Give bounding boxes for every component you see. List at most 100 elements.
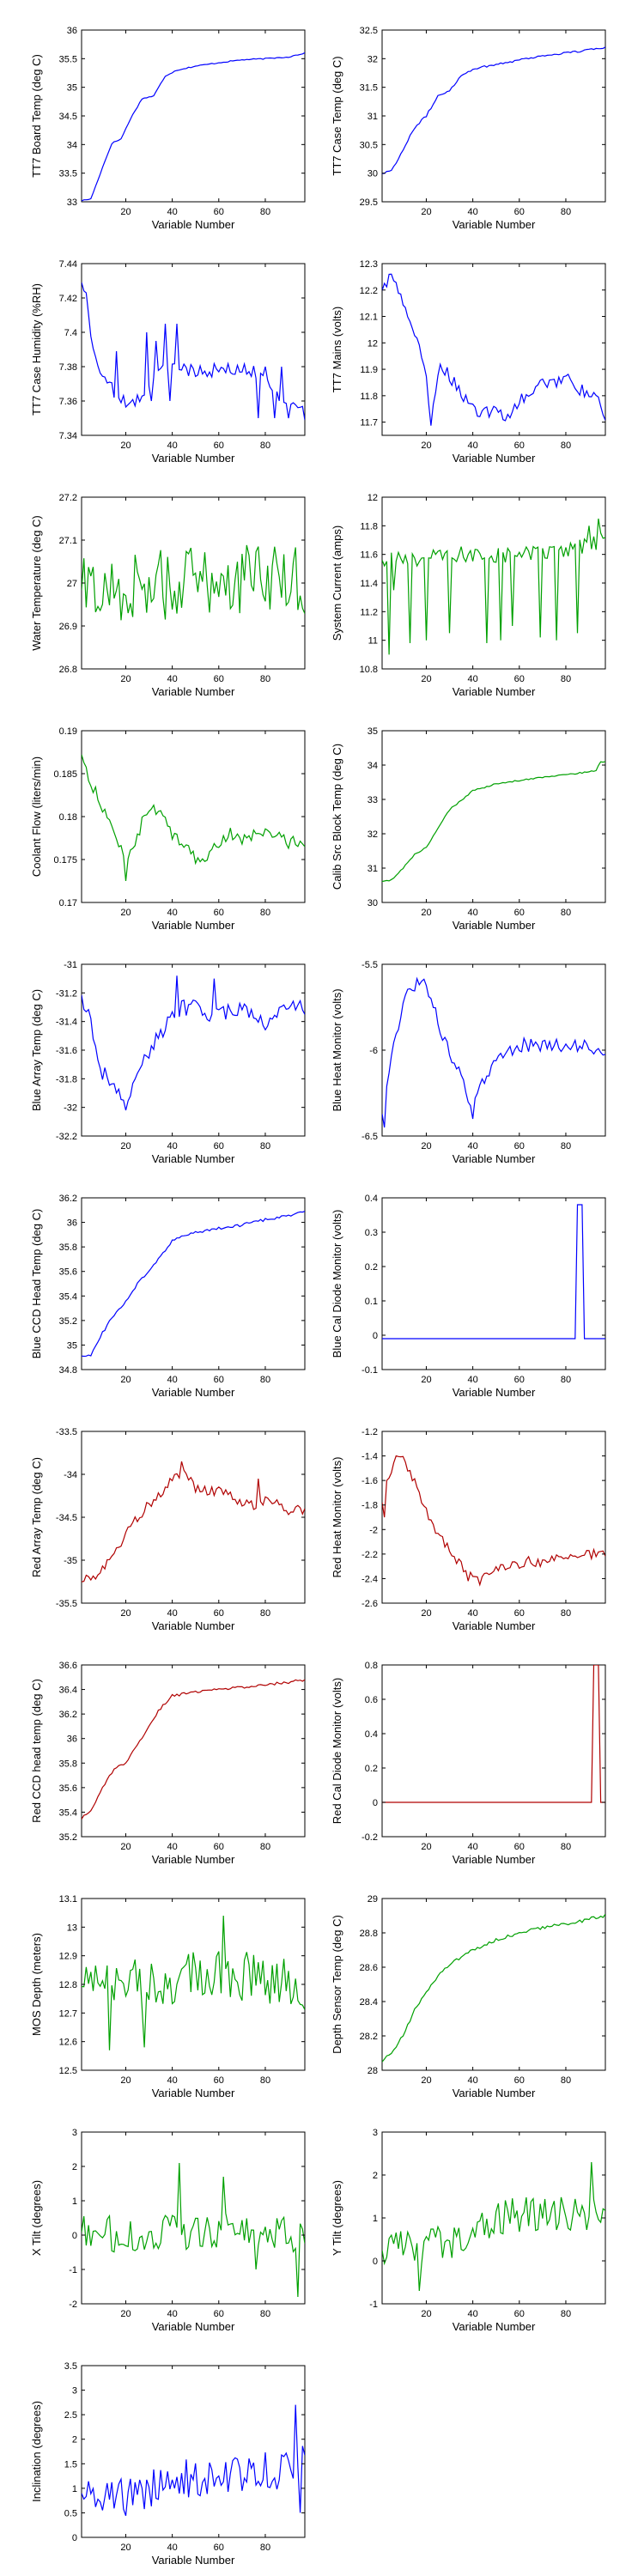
chart-tt7-mains: 20 40 60 80 11.7 11.8 11.9 12 12.1 12.2 12.3 Variab… bbox=[331, 259, 606, 465]
chart-red-heat-monitor-xtick-label: 60 bbox=[514, 1608, 525, 1619]
chart-depth-sensor-temp-xtick-label: 80 bbox=[561, 2075, 571, 2086]
chart-blue-cal-diode-monitor-xtick-label: 40 bbox=[468, 1375, 478, 1385]
chart-blue-cal-diode-monitor-xtick-label: 80 bbox=[561, 1375, 571, 1385]
chart-tt7-case-temp-xlabel: Variable Number bbox=[453, 218, 536, 231]
chart-tt7-mains-frame bbox=[381, 263, 606, 436]
chart-tt7-mains-ytick-label: 11.7 bbox=[360, 418, 378, 428]
chart-mos-depth-ytick-label: 13 bbox=[67, 1923, 77, 1933]
chart-depth-sensor-temp-xtick-label: 60 bbox=[514, 2075, 525, 2086]
chart-tt7-case-temp-ytick-label: 29.5 bbox=[360, 197, 378, 208]
chart-water-temperature-series-line bbox=[82, 544, 305, 621]
chart-tt7-board-temp-ytick-label: 33 bbox=[67, 197, 77, 208]
chart-water-temperature-xtick-label: 80 bbox=[260, 674, 270, 684]
chart-x-tilt-ytick-label: 3 bbox=[72, 2128, 77, 2138]
chart-red-array-temp-ytick-label: -33.5 bbox=[56, 1427, 77, 1437]
chart-tt7-board-temp-xtick-label: 20 bbox=[120, 207, 131, 217]
chart-tt7-mains-ytick-label: 12.3 bbox=[360, 259, 378, 270]
chart-inclination-ytick-label: 2 bbox=[72, 2435, 77, 2445]
chart-blue-array-temp-ylabel: Blue Array Temp (deg C) bbox=[30, 989, 43, 1111]
chart-blue-heat-monitor-xtick-label: 40 bbox=[468, 1141, 478, 1151]
chart-y-tilt-ytick-label: 1 bbox=[373, 2214, 378, 2224]
chart-tt7-case-humidity-frame bbox=[81, 263, 306, 436]
chart-red-array-temp-ytick-label: -34 bbox=[64, 1470, 77, 1480]
chart-depth-sensor-temp-ytick-label: 28 bbox=[368, 2066, 378, 2076]
chart-red-ccd-head-temp-series-line bbox=[82, 1679, 305, 1820]
chart-tt7-case-temp-xtick-label: 40 bbox=[468, 207, 478, 217]
chart-blue-ccd-head-temp-xtick-label: 20 bbox=[120, 1375, 131, 1385]
chart-red-ccd-head-temp-xtick-label: 20 bbox=[120, 1842, 131, 1852]
chart-tt7-case-temp-ytick-label: 30.5 bbox=[360, 140, 378, 150]
chart-system-current-ytick-label: 11 bbox=[368, 636, 378, 647]
chart-calib-src-block-temp: 20 40 60 80 30 31 32 33 34 35 Variable Number Calib… bbox=[331, 726, 606, 932]
chart-blue-array-temp-ytick-label: -31.8 bbox=[56, 1074, 77, 1084]
chart-coolant-flow-xtick-label: 20 bbox=[120, 908, 131, 918]
chart-red-heat-monitor-ytick-label: -2 bbox=[369, 1525, 378, 1535]
chart-y-tilt-xlabel: Variable Number bbox=[453, 2320, 536, 2333]
chart-mos-depth-ytick-label: 12.7 bbox=[59, 2008, 77, 2019]
chart-blue-heat-monitor-ytick-label: -6.5 bbox=[361, 1132, 378, 1142]
chart-blue-heat-monitor-ytick-label: -6 bbox=[369, 1046, 378, 1056]
chart-red-heat-monitor-ylabel: Red Heat Monitor (volts) bbox=[331, 1457, 343, 1578]
chart-mos-depth: 20 40 60 80 12.5 12.6 12.7 12.8 12.9 13 13.1 Variab… bbox=[30, 1894, 306, 2099]
chart-y-tilt-ytick-label: -1 bbox=[369, 2300, 378, 2310]
chart-depth-sensor-temp-ylabel: Depth Sensor Temp (deg C) bbox=[331, 1915, 343, 2054]
chart-tt7-case-humidity-ytick-label: 7.36 bbox=[59, 397, 77, 407]
chart-water-temperature-ytick-label: 26.8 bbox=[59, 665, 77, 675]
chart-tt7-case-temp-ytick-label: 32.5 bbox=[360, 26, 378, 36]
chart-blue-ccd-head-temp-xlabel: Variable Number bbox=[152, 1386, 235, 1399]
chart-blue-array-temp-ytick-label: -32 bbox=[64, 1103, 77, 1114]
chart-blue-array-temp-ytick-label: -31.4 bbox=[56, 1018, 77, 1028]
chart-tt7-mains-xtick-label: 20 bbox=[421, 440, 431, 451]
chart-blue-cal-diode-monitor-frame bbox=[381, 1197, 606, 1370]
chart-y-tilt-xtick-label: 20 bbox=[421, 2309, 431, 2319]
chart-tt7-case-humidity: 20 40 60 80 7.34 7.36 7.38 7.4 7.42 7.44 Variable … bbox=[30, 259, 306, 465]
chart-tt7-case-humidity-ytick-label: 7.42 bbox=[59, 294, 77, 304]
chart-red-heat-monitor-ytick-label: -1.4 bbox=[361, 1452, 378, 1462]
chart-red-heat-monitor-ytick-label: -1.6 bbox=[361, 1476, 378, 1486]
chart-red-cal-diode-monitor-xtick-label: 20 bbox=[421, 1842, 431, 1852]
chart-inclination-ytick-label: 1 bbox=[72, 2484, 77, 2494]
chart-red-heat-monitor-ytick-label: -1.2 bbox=[361, 1427, 378, 1437]
chart-water-temperature-ytick-label: 27 bbox=[67, 579, 77, 589]
chart-blue-array-temp-series-line bbox=[82, 975, 305, 1111]
chart-system-current-xtick-label: 60 bbox=[514, 674, 525, 684]
chart-red-cal-diode-monitor-frame bbox=[381, 1664, 606, 1838]
chart-tt7-case-humidity-xlabel: Variable Number bbox=[152, 452, 235, 465]
chart-inclination-xtick-label: 40 bbox=[167, 2543, 178, 2553]
chart-tt7-case-humidity-xtick-label: 60 bbox=[214, 440, 224, 451]
chart-blue-ccd-head-temp-xtick-label: 60 bbox=[214, 1375, 224, 1385]
chart-coolant-flow-xtick-label: 60 bbox=[214, 908, 224, 918]
chart-water-temperature-ytick-label: 27.1 bbox=[59, 536, 77, 546]
chart-blue-array-temp-ytick-label: -31 bbox=[64, 960, 77, 970]
chart-tt7-board-temp-frame bbox=[81, 29, 306, 203]
chart-y-tilt-xtick-label: 40 bbox=[468, 2309, 478, 2319]
chart-tt7-mains-ytick-label: 12 bbox=[368, 338, 378, 349]
chart-tt7-case-humidity-xtick-label: 40 bbox=[167, 440, 178, 451]
chart-y-tilt-ytick-label: 3 bbox=[373, 2128, 378, 2138]
chart-coolant-flow-ytick-label: 0.175 bbox=[53, 855, 77, 866]
chart-inclination-xtick-label: 80 bbox=[260, 2543, 270, 2553]
chart-y-tilt-ytick-label: 2 bbox=[373, 2171, 378, 2181]
chart-blue-ccd-head-temp-xtick-label: 40 bbox=[167, 1375, 178, 1385]
chart-blue-array-temp-xtick-label: 60 bbox=[214, 1141, 224, 1151]
chart-coolant-flow-ytick-label: 0.18 bbox=[59, 812, 77, 823]
chart-inclination-ytick-label: 3.5 bbox=[64, 2361, 77, 2372]
chart-blue-heat-monitor-xtick-label: 20 bbox=[421, 1141, 431, 1151]
chart-system-current-frame bbox=[381, 496, 606, 670]
chart-calib-src-block-temp-ytick-label: 34 bbox=[368, 761, 378, 771]
chart-red-array-temp-ytick-label: -35 bbox=[64, 1556, 77, 1566]
chart-x-tilt-xlabel: Variable Number bbox=[152, 2320, 235, 2333]
chart-y-tilt-frame bbox=[381, 2131, 606, 2305]
chart-red-cal-diode-monitor-ytick-label: 0.4 bbox=[365, 1729, 378, 1740]
chart-blue-array-temp-xtick-label: 80 bbox=[260, 1141, 270, 1151]
chart-inclination-ylabel: Inclination (degrees) bbox=[30, 2401, 43, 2502]
chart-red-ccd-head-temp-frame bbox=[81, 1664, 306, 1838]
chart-red-array-temp-series-line bbox=[82, 1461, 305, 1583]
chart-blue-array-temp-ytick-label: -31.2 bbox=[56, 988, 77, 999]
chart-mos-depth-ytick-label: 12.5 bbox=[59, 2066, 77, 2076]
chart-calib-src-block-temp-ytick-label: 32 bbox=[368, 829, 378, 840]
chart-red-ccd-head-temp-ytick-label: 36.2 bbox=[59, 1710, 77, 1720]
chart-inclination-ytick-label: 1.5 bbox=[64, 2459, 77, 2470]
chart-inclination-ytick-label: 0.5 bbox=[64, 2508, 77, 2518]
chart-blue-ccd-head-temp-xtick-label: 80 bbox=[260, 1375, 270, 1385]
